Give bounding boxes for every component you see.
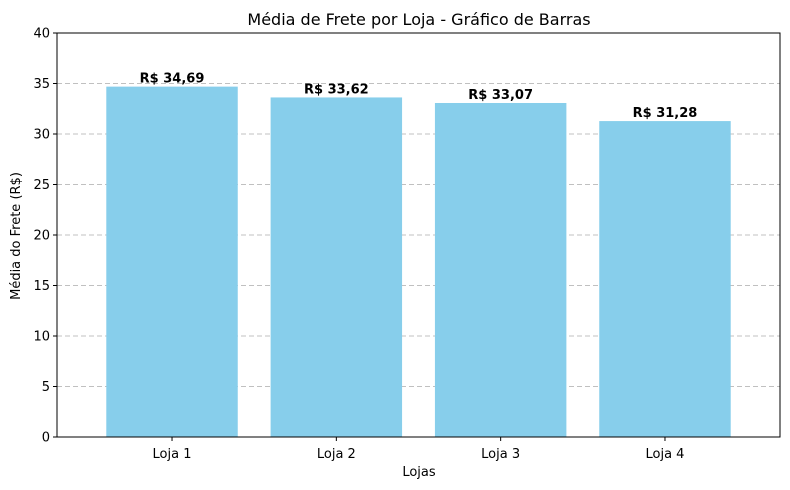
bar-value-label: R$ 33,62 [304, 82, 369, 97]
bars [106, 86, 731, 438]
y-tick-label: 40 [33, 27, 50, 42]
y-tick-label: 10 [33, 330, 50, 345]
x-axis-ticks: Loja 1 Loja 2 Loja 3 Loja 4 [153, 437, 685, 462]
bar-value-label: R$ 33,07 [468, 88, 533, 103]
bar-value-label: R$ 31,28 [633, 106, 698, 121]
x-axis-label: Lojas [402, 465, 436, 480]
y-axis-label: Média do Frete (R$) [9, 172, 24, 300]
bar-loja-3 [434, 102, 567, 438]
x-tick-label: Loja 2 [317, 447, 356, 462]
chart-title: Média de Frete por Loja - Gráfico de Bar… [247, 10, 590, 29]
y-tick-label: 5 [42, 380, 50, 395]
y-tick-label: 35 [33, 77, 50, 92]
y-tick-label: 20 [33, 229, 50, 244]
x-tick-label: Loja 1 [153, 447, 192, 462]
data-labels: R$ 34,69 R$ 33,62 R$ 33,07 R$ 31,28 [140, 72, 698, 121]
x-tick-label: Loja 3 [481, 447, 520, 462]
bar-loja-4 [599, 121, 731, 438]
bar-value-label: R$ 34,69 [140, 72, 205, 87]
y-tick-label: 15 [33, 279, 50, 294]
y-axis-ticks: 0 5 10 15 20 25 30 35 40 [33, 27, 57, 446]
bar-loja-1 [106, 86, 238, 438]
y-tick-label: 30 [33, 128, 50, 143]
y-tick-label: 25 [33, 178, 50, 193]
bar-loja-2 [270, 97, 403, 438]
y-tick-label: 0 [42, 431, 50, 446]
x-tick-label: Loja 4 [646, 447, 685, 462]
